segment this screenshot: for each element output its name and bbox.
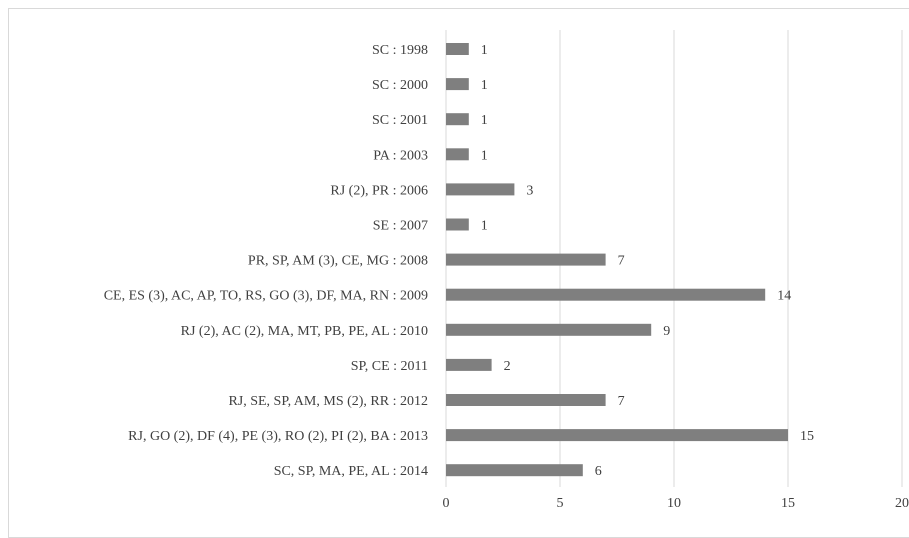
category-label-10: RJ, SE, SP, AM, MS (2), RR : 2012 [228, 394, 428, 409]
bar-0 [446, 43, 469, 55]
bar-11 [446, 429, 788, 442]
bar-10 [446, 394, 606, 406]
data-label-8: 9 [663, 324, 670, 339]
data-label-12: 6 [595, 464, 602, 479]
bar-12 [446, 464, 583, 477]
bar-8 [446, 323, 652, 336]
bar-chart: SC : 1998 1 SC : 2000 1 SC : 2001 1 PA : 2003 1… [104, 30, 909, 511]
category-label-5: SE : 2007 [373, 219, 428, 234]
data-label-7: 14 [777, 289, 791, 304]
x-tick-label-4: 20 [895, 496, 909, 511]
x-tick-label-3: 15 [781, 496, 795, 511]
data-label-4: 3 [526, 183, 533, 198]
category-label-8: RJ (2), AC (2), MA, MT, PB, PE, AL : 201… [181, 324, 428, 339]
x-tick-label-2: 10 [667, 496, 681, 511]
bar-9 [446, 358, 492, 371]
category-label-6: PR, SP, AM (3), CE, MG : 2008 [248, 254, 428, 269]
category-label-2: SC : 2001 [372, 113, 428, 128]
data-label-9: 2 [504, 359, 511, 374]
data-label-1: 1 [481, 78, 488, 93]
category-label-0: SC : 1998 [372, 43, 428, 58]
bar-6 [446, 253, 606, 266]
data-label-3: 1 [481, 148, 488, 163]
data-label-0: 1 [481, 43, 488, 58]
data-label-2: 1 [481, 113, 488, 128]
category-label-7: CE, ES (3), AC, AP, TO, RS, GO (3), DF, … [104, 289, 428, 304]
category-label-3: PA : 2003 [373, 148, 428, 163]
category-label-1: SC : 2000 [372, 78, 428, 93]
x-tick-label-0: 0 [443, 496, 450, 511]
x-tick-label-1: 5 [557, 496, 564, 511]
bar-7 [446, 288, 766, 301]
data-label-10: 7 [618, 394, 625, 409]
data-label-6: 7 [618, 254, 625, 269]
data-label-11: 15 [800, 429, 814, 444]
category-label-11: RJ, GO (2), DF (4), PE (3), RO (2), PI (… [128, 429, 428, 444]
category-label-12: SC, SP, MA, PE, AL : 2014 [274, 464, 428, 479]
data-label-5: 1 [481, 219, 488, 234]
bar-1 [446, 78, 469, 91]
bar-3 [446, 148, 469, 161]
bar-5 [446, 218, 469, 231]
category-label-4: RJ (2), PR : 2006 [330, 183, 428, 198]
bar-2 [446, 113, 469, 126]
bar-4 [446, 183, 515, 196]
category-label-9: SP, CE : 2011 [351, 359, 428, 374]
